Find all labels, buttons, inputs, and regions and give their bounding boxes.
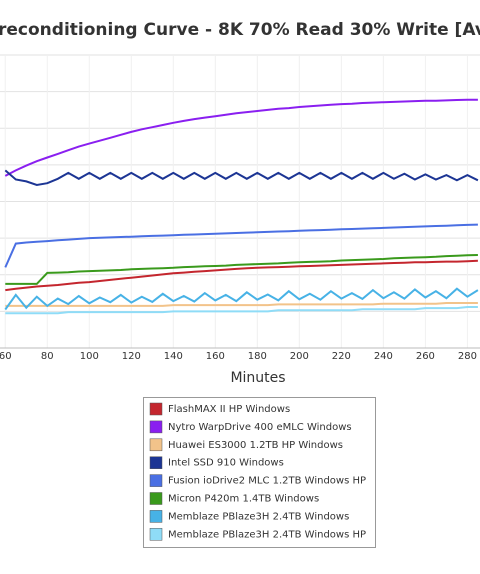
x-tick-label: 100 [80, 351, 99, 362]
x-tick-label: 160 [206, 351, 225, 362]
series-line [4, 287, 479, 311]
legend-label: Huawei ES3000 1.2TB HP Windows [168, 440, 343, 451]
x-tick-label: 180 [248, 351, 267, 362]
legend-label: Memblaze PBlaze3H 2.4TB Windows HP [168, 529, 366, 540]
x-axis-label: Minutes [230, 370, 285, 386]
x-tick-label: 260 [416, 351, 435, 362]
legend-label: Nytro WarpDrive 400 eMLC Windows [168, 422, 352, 433]
x-tick-label: 220 [332, 351, 351, 362]
legend-label: Intel SSD 910 Windows [168, 458, 284, 469]
series-line [4, 169, 479, 187]
x-tick-label: 60 [0, 351, 12, 362]
legend-label: Fusion ioDrive2 MLC 1.2TB Windows HP [168, 476, 366, 487]
series-line [4, 223, 478, 268]
legend-swatch [149, 528, 163, 541]
legend-swatch [149, 474, 163, 487]
legend-swatch [149, 420, 163, 434]
series-line [5, 306, 478, 315]
series-line [4, 98, 478, 177]
legend-swatch [149, 510, 163, 523]
legend-label: FlashMAX II HP Windows [168, 404, 290, 415]
x-tick-label: 240 [374, 351, 393, 362]
series-line [5, 302, 478, 307]
x-tick-label: 120 [122, 351, 141, 362]
x-tick-label: 280 [458, 351, 477, 362]
series-line [5, 254, 478, 285]
legend-swatch [149, 438, 163, 452]
legend-label: Micron P420m 1.4TB Windows [168, 494, 319, 505]
x-tick-label: 80 [41, 351, 54, 362]
legend-box [143, 397, 376, 548]
x-tick-label: 200 [290, 351, 309, 362]
series-line [5, 259, 478, 292]
x-tick-label: 140 [164, 351, 183, 362]
legend-swatch [149, 402, 163, 416]
legend-swatch [149, 456, 163, 469]
legend-label: Memblaze PBlaze3H 2.4TB Windows [168, 511, 349, 522]
chart-title: reconditioning Curve - 8K 70% Read 30% W… [0, 20, 480, 40]
legend-swatch [149, 492, 163, 505]
